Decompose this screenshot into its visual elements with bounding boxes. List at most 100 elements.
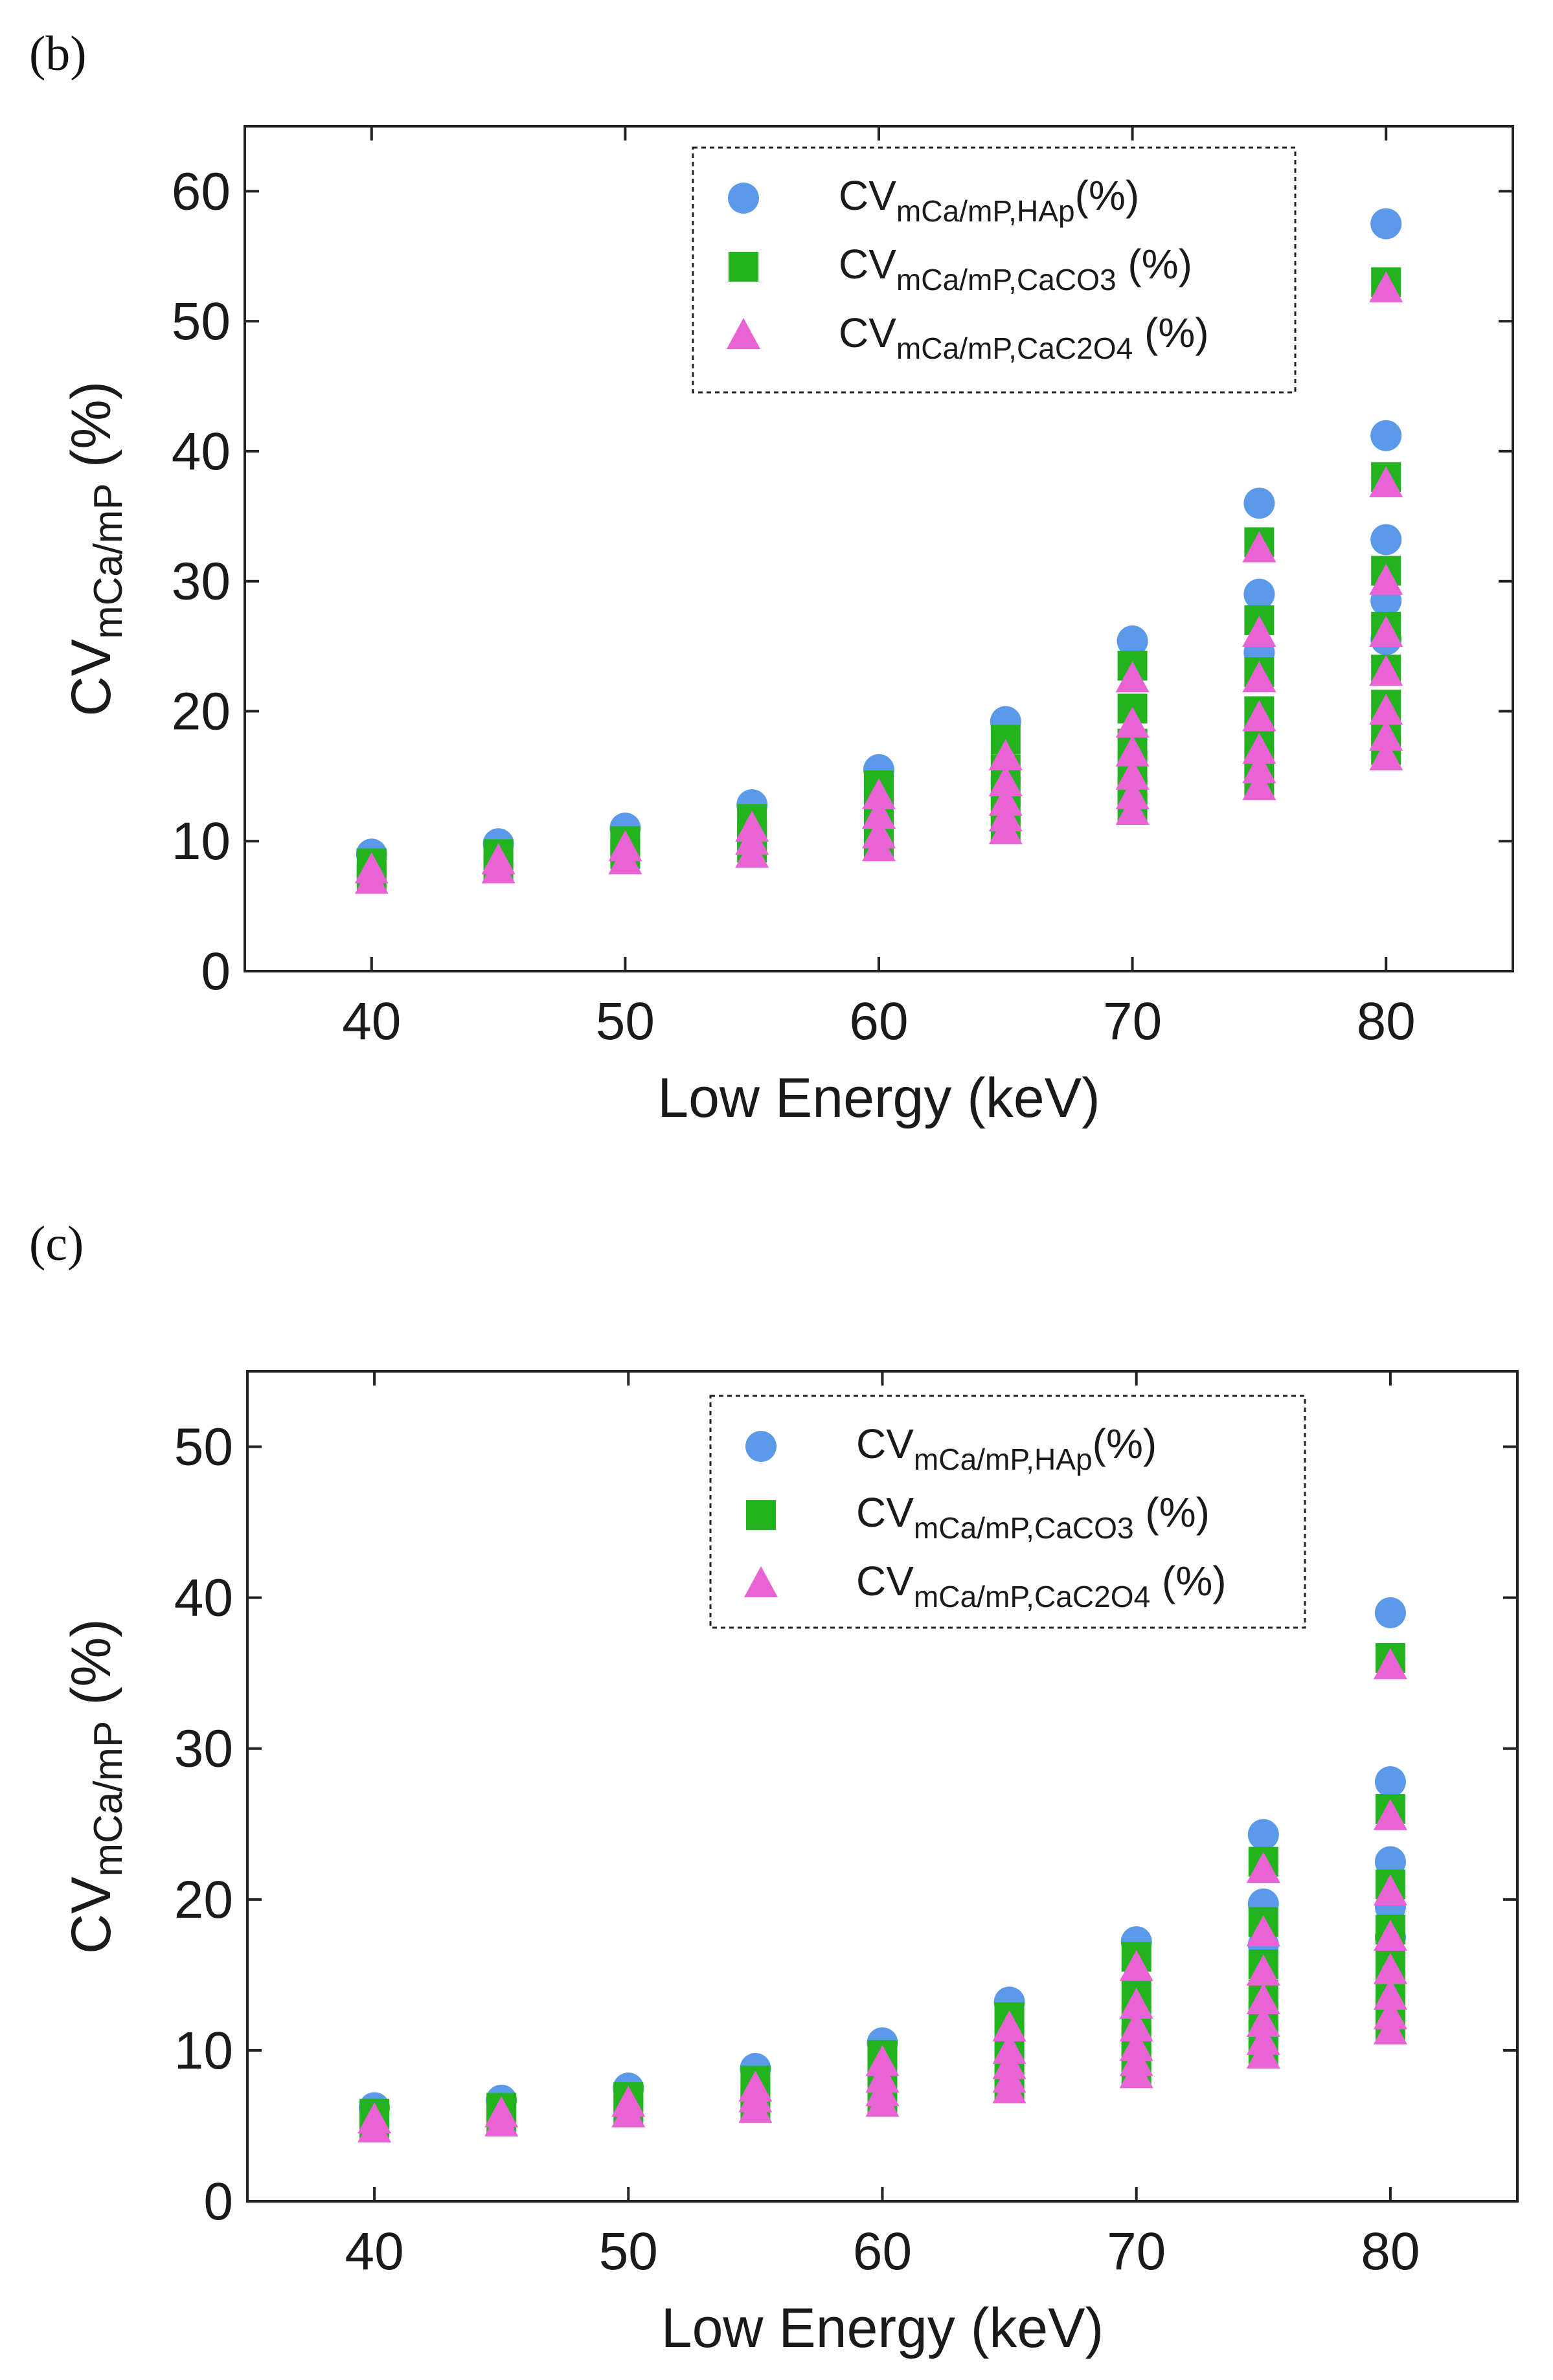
data-point-cac2o4 xyxy=(1242,661,1276,693)
data-point-cac2o4 xyxy=(1115,706,1150,738)
data-point-cac2o4 xyxy=(862,830,896,862)
data-point-cac2o4 xyxy=(1369,739,1403,770)
data-point-cac2o4 xyxy=(1119,2010,1153,2041)
data-point-cac2o4 xyxy=(611,2096,646,2127)
y-tick-label: 0 xyxy=(203,2172,233,2231)
data-point-hap xyxy=(1370,524,1402,556)
legend-marker-caco3 xyxy=(746,1500,776,1530)
data-point-cac2o4 xyxy=(1242,732,1276,764)
scatter-chart-b: 0 10 20 30 40 50 60 40 50 60 70 80 Low Energy (keV) C… xyxy=(60,125,1514,1129)
data-point-cac2o4 xyxy=(735,836,769,868)
legend-label-hap: CVmCa/mP,HAp(%) xyxy=(856,1420,1157,1476)
y-tick-label: 30 xyxy=(172,552,231,611)
x-tick-label: 60 xyxy=(849,992,908,1051)
y-tick-label: 10 xyxy=(172,812,231,871)
data-point-cac2o4 xyxy=(484,2105,519,2137)
y-tick-label: 20 xyxy=(172,682,231,741)
data-point-cac2o4 xyxy=(1119,1987,1153,2019)
legend-label-hap: CVmCa/mP,HAp(%) xyxy=(839,172,1139,228)
x-axis-title: Low Energy (keV) xyxy=(657,1067,1100,1129)
x-tick-label: 80 xyxy=(1357,992,1416,1051)
data-point-cac2o4 xyxy=(1373,1799,1407,1830)
x-tick-label: 80 xyxy=(1361,2222,1420,2281)
y-tick-label: 30 xyxy=(174,1720,233,1779)
data-point-hap xyxy=(1374,1766,1406,1798)
y-tick-label: 40 xyxy=(174,1569,233,1628)
y-tick-label: 10 xyxy=(174,2021,233,2080)
chart-panel-c: (c) 0 10 20 30 40 50 40 50 60 70 80 Low Energy (keV… xyxy=(0,1190,1553,2380)
scatter-chart-c: 0 10 20 30 40 50 40 50 60 70 80 Low Energy (keV) CVm… xyxy=(60,1370,1519,2359)
x-tick-label: 40 xyxy=(342,992,401,1051)
data-point-cac2o4 xyxy=(1373,1874,1407,1906)
data-point-hap xyxy=(1243,578,1275,610)
data-point-cac2o4 xyxy=(862,798,896,829)
y-tick-label: 50 xyxy=(172,292,231,351)
x-tick-label: 50 xyxy=(599,2222,658,2281)
x-tick-label: 60 xyxy=(853,2222,912,2281)
data-point-cac2o4 xyxy=(1369,616,1403,647)
data-point-hap xyxy=(1374,1597,1406,1628)
data-point-cac2o4 xyxy=(1369,719,1403,751)
legend-box xyxy=(709,1395,1306,1629)
data-point-cac2o4 xyxy=(988,739,1023,770)
panel-label: (c) xyxy=(29,1217,84,1271)
data-point-cac2o4 xyxy=(1242,616,1276,647)
data-point-cac2o4 xyxy=(354,862,389,894)
data-point-cac2o4 xyxy=(988,813,1023,845)
legend-label-cac2o4: CVmCa/mP,CaC2O4 (%) xyxy=(856,1558,1227,1613)
data-point-cac2o4 xyxy=(738,2091,773,2123)
data-point-cac2o4 xyxy=(1246,1852,1280,1883)
y-tick-label: 0 xyxy=(201,942,231,1001)
data-point-cac2o4 xyxy=(992,2010,1026,2041)
data-point-cac2o4 xyxy=(1373,1920,1407,1951)
data-point-cac2o4 xyxy=(1246,1982,1280,2014)
data-point-cac2o4 xyxy=(608,843,642,875)
data-point-cac2o4 xyxy=(1242,769,1276,800)
data-point-cac2o4 xyxy=(1119,2057,1153,2089)
data-point-cac2o4 xyxy=(862,778,896,809)
data-point-cac2o4 xyxy=(481,852,516,884)
data-point-cac2o4 xyxy=(988,785,1023,816)
data-point-cac2o4 xyxy=(1373,1953,1407,1984)
data-point-hap xyxy=(1370,208,1402,240)
data-point-cac2o4 xyxy=(1115,758,1150,790)
legend-label-caco3: CVmCa/mP,CaCO3 (%) xyxy=(839,241,1192,297)
data-point-cac2o4 xyxy=(1246,1915,1280,1947)
data-point-cac2o4 xyxy=(992,2072,1026,2104)
data-point-cac2o4 xyxy=(1246,2005,1280,2037)
data-point-cac2o4 xyxy=(1242,752,1276,783)
y-tick-label: 20 xyxy=(174,1870,233,1929)
data-point-cac2o4 xyxy=(1246,2037,1280,2069)
data-point-cac2o4 xyxy=(1369,271,1403,302)
y-axis-title: CVmCa/mP (%) xyxy=(60,381,131,717)
data-point-cac2o4 xyxy=(1369,466,1403,498)
legend-label-caco3: CVmCa/mP,CaCO3 (%) xyxy=(856,1489,1210,1545)
legend-marker-caco3 xyxy=(729,252,758,282)
x-tick-label: 40 xyxy=(345,2222,403,2281)
data-point-cac2o4 xyxy=(1115,794,1150,825)
panel-label: (b) xyxy=(29,27,87,81)
data-point-cac2o4 xyxy=(988,765,1023,796)
data-point-cac2o4 xyxy=(1369,655,1403,686)
data-point-cac2o4 xyxy=(357,2111,392,2143)
x-tick-label: 50 xyxy=(596,992,655,1051)
data-point-cac2o4 xyxy=(1246,1954,1280,1986)
y-tick-label: 60 xyxy=(172,162,231,221)
y-tick-label: 40 xyxy=(172,422,231,481)
data-point-cac2o4 xyxy=(865,2085,900,2117)
data-point-cac2o4 xyxy=(1369,563,1403,595)
data-point-cac2o4 xyxy=(1242,700,1276,732)
data-point-hap xyxy=(1370,420,1402,451)
x-tick-label: 70 xyxy=(1103,992,1162,1051)
data-point-hap xyxy=(1117,625,1148,657)
data-point-cac2o4 xyxy=(1369,693,1403,725)
legend-label-cac2o4: CVmCa/mP,CaC2O4 (%) xyxy=(839,309,1209,365)
y-tick-label: 50 xyxy=(174,1418,233,1477)
data-point-cac2o4 xyxy=(1373,1648,1407,1679)
chart-panel-b: (b) 0 10 20 30 40 50 60 40 50 60 70 80 Low Energy (k… xyxy=(29,27,1514,1129)
x-tick-label: 70 xyxy=(1107,2222,1166,2281)
data-point-cac2o4 xyxy=(1373,2013,1407,2045)
data-point-cac2o4 xyxy=(1115,661,1150,693)
legend-marker-cac2o4 xyxy=(744,1566,778,1597)
legend-marker-cac2o4 xyxy=(727,318,760,349)
